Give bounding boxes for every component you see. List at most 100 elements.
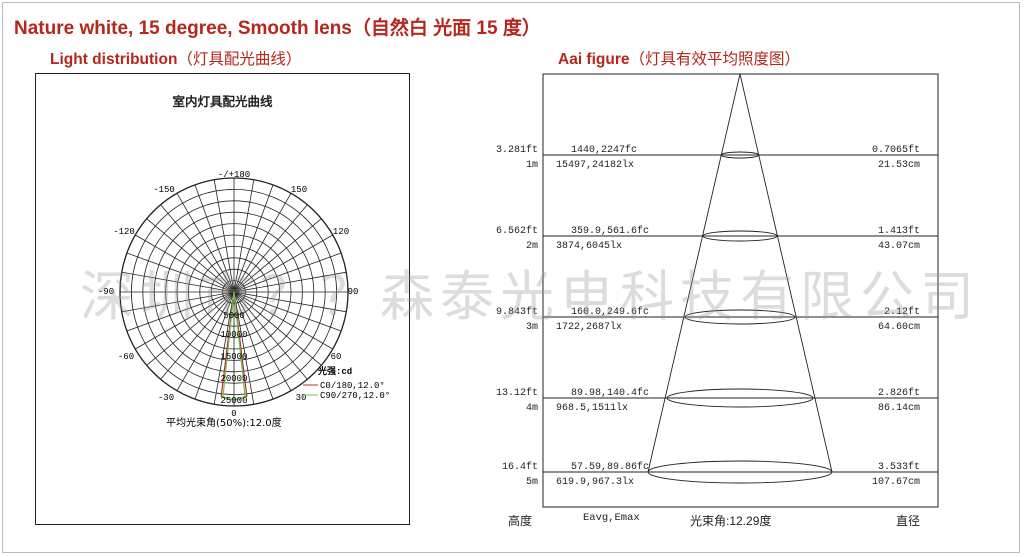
height-m-label: 2m xyxy=(526,241,538,252)
angle-label-bottom: 0 xyxy=(231,409,236,419)
angle-label-90: 90 xyxy=(348,287,359,297)
radial-label-15000: 15000 xyxy=(220,352,247,362)
diameter-cm-label: 86.14cm xyxy=(878,403,920,414)
diameter-cm-label: 107.67cm xyxy=(872,477,920,488)
polar-lobes xyxy=(220,291,248,401)
angle-label-60: 60 xyxy=(331,352,342,362)
light-distribution-heading-cn: （灯具配光曲线） xyxy=(177,51,302,68)
beam-angle-note: 平均光束角(50%):12.0度 xyxy=(166,416,282,429)
footer-beam-angle-label: 光束角:12.29度 xyxy=(690,514,772,528)
polar-spoke xyxy=(233,234,333,293)
polar-spoke xyxy=(126,291,235,332)
polar-chart-title: 室内灯具配光曲线 xyxy=(172,95,273,109)
company-watermark: 深圳市？？森泰光电科技有限公司 xyxy=(80,265,980,328)
polar-panel: 室内灯具配光曲线 -/+180 -150 150 -120 120 -90 90… xyxy=(35,73,410,525)
polar-grid xyxy=(119,177,349,407)
height-ft-label: 13.12ft xyxy=(496,387,538,399)
illuminance-lx-label: 1722,2687lx xyxy=(556,321,622,333)
legend-label-c90: C90/270,12.0° xyxy=(320,391,390,401)
polar-spoke xyxy=(176,291,235,391)
angle-label-minus150: -150 xyxy=(153,185,175,195)
cone-left-edge xyxy=(647,73,741,473)
polar-spoke xyxy=(233,218,322,293)
aai-figure-heading-en: Aai figure xyxy=(558,51,630,68)
angle-label-minus30: -30 xyxy=(158,393,174,403)
polar-diagram: -/+180 -150 150 -120 120 -90 90 -60 60 -… xyxy=(98,170,390,429)
illuminance-lx-label: 968.5,1511lx xyxy=(556,402,628,414)
diameter-ft-label: 3.533ft xyxy=(878,461,920,473)
height-m-label: 3m xyxy=(526,322,538,333)
polar-spoke xyxy=(233,291,342,332)
polar-spoke xyxy=(233,291,322,366)
radial-label-20000: 20000 xyxy=(220,374,247,384)
polar-spoke xyxy=(135,234,235,293)
illuminance-lx-label: 15497,24182lx xyxy=(556,159,634,171)
polar-spoke xyxy=(194,184,235,293)
polar-spoke xyxy=(233,291,292,391)
diameter-ft-label: 1.413ft xyxy=(878,225,920,237)
polar-spoke xyxy=(233,291,274,400)
polar-spoke xyxy=(233,204,308,293)
polar-spoke xyxy=(233,252,342,293)
angle-label-minus60: -60 xyxy=(118,352,134,362)
illuminance-fc-label: 57.59,89.86fc xyxy=(571,461,649,473)
legend-label-c0: C0/180,12.0° xyxy=(320,381,385,391)
lobe-c90 xyxy=(222,291,246,401)
polar-spoke xyxy=(160,291,235,380)
polar-spoke xyxy=(233,291,333,350)
polar-spoke xyxy=(233,291,255,405)
height-ft-label: 9.843ft xyxy=(496,306,538,318)
footer-height-label: 高度 xyxy=(508,514,533,528)
radial-label-5000: 5000 xyxy=(223,311,245,321)
illuminance-fc-label: 1440,2247fc xyxy=(571,144,637,156)
light-distribution-heading-en: Light distribution xyxy=(50,51,178,68)
angle-label-30: 30 xyxy=(296,393,307,403)
aai-figure-heading-cn: （灯具有效平均照度图） xyxy=(629,51,800,68)
angle-label-top: -/+180 xyxy=(218,170,250,180)
height-ft-label: 3.281ft xyxy=(496,144,538,156)
polar-spoke xyxy=(121,291,235,313)
footer-diameter-label: 直径 xyxy=(896,514,921,528)
polar-spoke xyxy=(213,179,235,293)
height-m-label: 1m xyxy=(526,160,538,171)
polar-spoke xyxy=(233,193,292,293)
legend-title: 光强:cd xyxy=(317,365,352,377)
height-ft-label: 16.4ft xyxy=(502,461,538,473)
diameter-cm-label: 43.07cm xyxy=(878,241,920,252)
illuminance-fc-label: 89.98,140.4fc xyxy=(571,387,649,399)
polar-spoke xyxy=(233,291,308,380)
polar-spoke xyxy=(146,218,235,293)
illuminance-fc-label: 359.9,561.6fc xyxy=(571,225,649,237)
polar-spoke xyxy=(233,179,255,293)
polar-spoke xyxy=(233,271,347,293)
angle-label-150: 150 xyxy=(291,185,307,195)
diameter-cm-label: 64.60cm xyxy=(878,322,920,333)
cone-right-edge xyxy=(739,73,833,473)
angle-label-120: 120 xyxy=(333,227,349,237)
height-m-label: 4m xyxy=(526,403,538,414)
diameter-ft-label: 0.7065ft xyxy=(872,144,920,156)
polar-spoke xyxy=(213,291,235,405)
aai-figure-heading: Aai figure（灯具有效平均照度图） xyxy=(558,47,800,69)
height-ft-label: 6.562ft xyxy=(496,225,538,237)
polar-spoke xyxy=(194,291,235,400)
footer-eavg-label: Eavg,Emax xyxy=(583,512,640,524)
polar-spoke xyxy=(160,204,235,293)
aai-rows: 3.281ft 1m 1440,2247fc 15497,24182lx 0.7065f… xyxy=(496,144,938,488)
polar-spoke xyxy=(233,291,347,313)
angle-label-minus90: -90 xyxy=(98,287,114,297)
height-m-label: 5m xyxy=(526,477,538,488)
diameter-ft-label: 2.826ft xyxy=(878,387,920,399)
illuminance-lx-label: 619.9,967.3lx xyxy=(556,476,634,488)
diameter-cm-label: 21.53cm xyxy=(878,160,920,171)
polar-spoke xyxy=(176,193,235,293)
page-title: Nature white, 15 degree, Smooth lens（自然白… xyxy=(14,18,541,39)
radial-label-25000: 25000 xyxy=(220,396,247,406)
illuminance-fc-label: 160.0,249.6fc xyxy=(571,306,649,318)
polar-spoke xyxy=(121,271,235,293)
light-distribution-heading: Light distribution（灯具配光曲线） xyxy=(50,47,301,69)
illuminance-lx-label: 3874,6045lx xyxy=(556,240,622,252)
radial-label-10000: 10000 xyxy=(220,330,247,340)
